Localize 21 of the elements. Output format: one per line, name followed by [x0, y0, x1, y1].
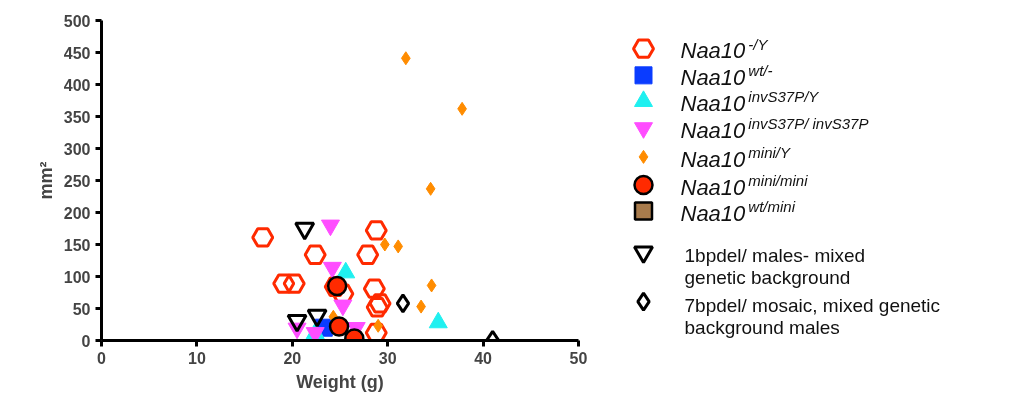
- y-tick-label: 150: [63, 236, 91, 254]
- x-tick-label: 50: [569, 349, 588, 367]
- y-tick-label: 250: [63, 172, 91, 190]
- x-tick-label: 20: [283, 349, 302, 367]
- x-tick-label: 40: [474, 349, 493, 367]
- y-tick-label: 200: [63, 204, 91, 222]
- y-tick-label: 400: [63, 76, 91, 94]
- x-tick-label: 30: [378, 349, 397, 367]
- x-axis-title: Weight (g): [296, 371, 384, 392]
- y-tick-label: 0: [81, 332, 91, 350]
- y-tick-label: 300: [63, 140, 91, 158]
- legend-label: 1bpdel/ males- mixed genetic background: [684, 245, 866, 289]
- x-tick-label: 0: [97, 349, 107, 367]
- y-tick-label: 350: [63, 108, 91, 126]
- x-tick-label: 10: [188, 349, 206, 367]
- y-tick-label: 100: [63, 268, 91, 286]
- y-axis-title: mm²: [35, 161, 56, 200]
- y-tick-label: 50: [72, 300, 91, 318]
- legend-label: 7bpdel/ mosaic, mixed genetic background males: [684, 294, 941, 338]
- y-tick-label: 450: [63, 44, 91, 62]
- y-tick-label: 500: [63, 12, 91, 30]
